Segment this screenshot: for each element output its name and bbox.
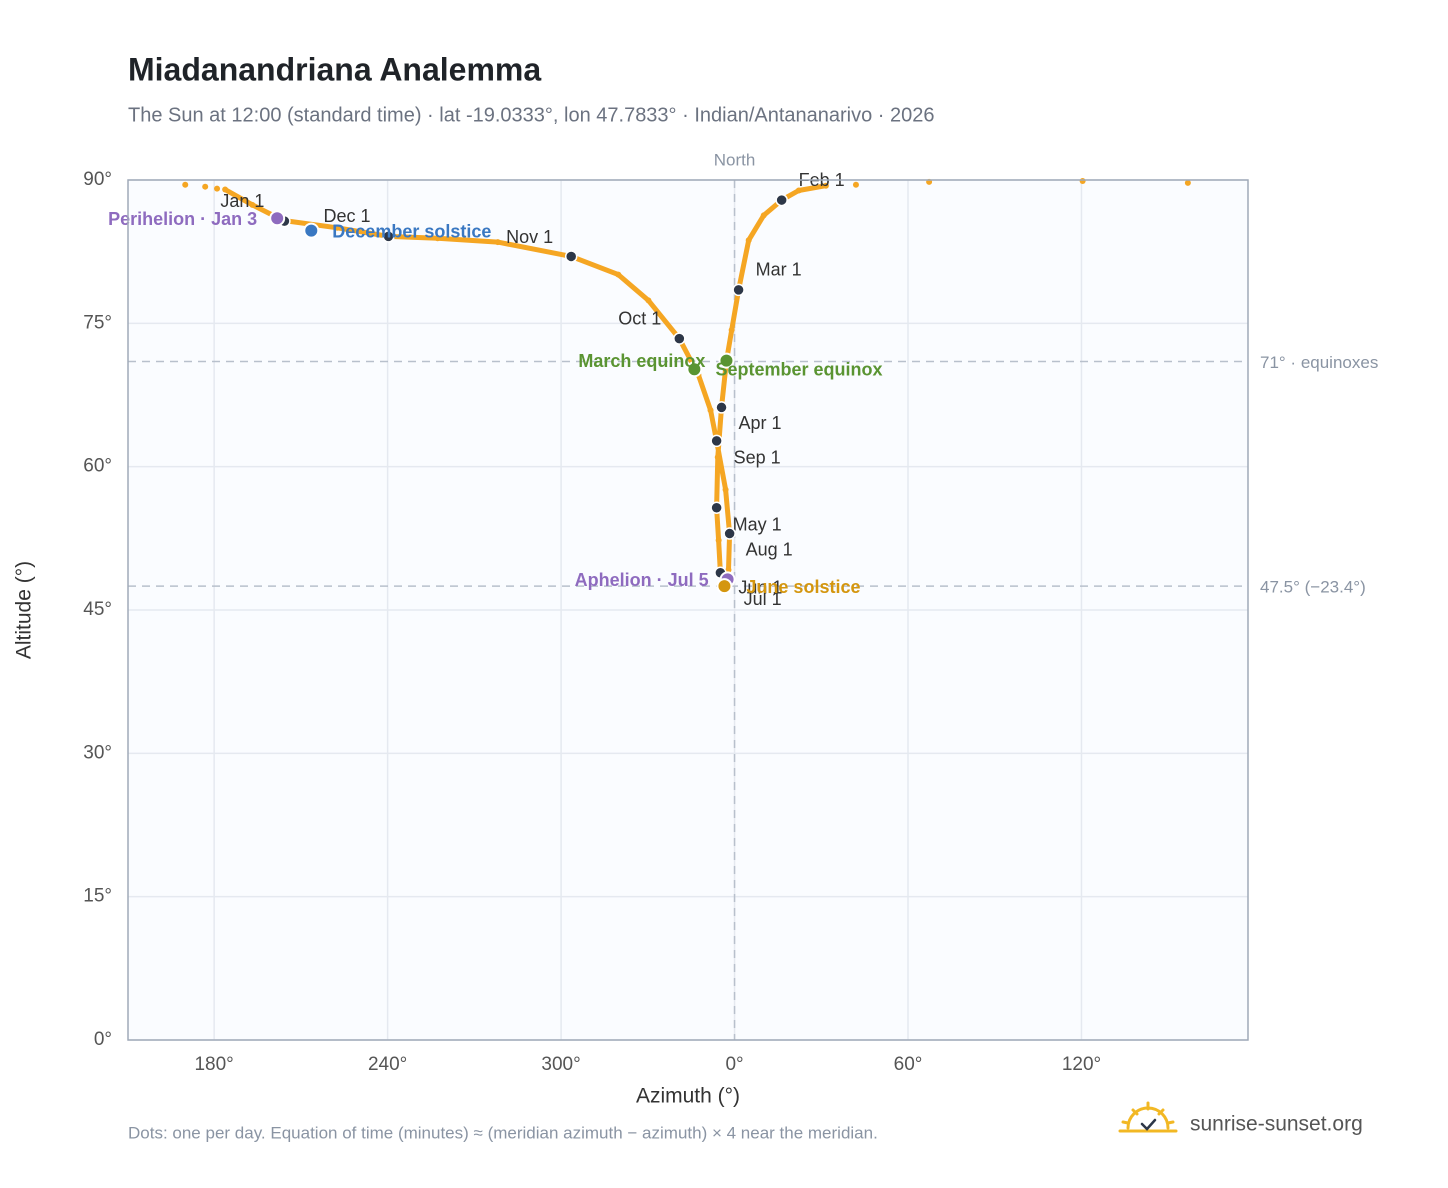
y-axis-label: Altitude (°) xyxy=(13,561,36,659)
day-dot xyxy=(222,186,229,193)
month-label: Apr 1 xyxy=(739,413,782,433)
day-dot xyxy=(728,327,735,334)
x-tick-label: 60° xyxy=(894,1054,923,1075)
month-label: Aug 1 xyxy=(746,539,793,559)
month-label: Dec 1 xyxy=(323,206,370,226)
month-label: Jan 1 xyxy=(220,191,264,211)
event-marker xyxy=(718,352,735,369)
day-dot xyxy=(1184,179,1191,186)
event-label: Aphelion · Jul 5 xyxy=(575,570,709,590)
event-marker xyxy=(716,578,733,595)
brand-logo xyxy=(1118,1101,1178,1133)
event-marker xyxy=(686,361,703,378)
day-dot xyxy=(852,181,859,188)
month-marker xyxy=(775,193,788,207)
reference-label: 47.5° (−23.4°) xyxy=(1260,578,1366,597)
x-axis-label: Azimuth (°) xyxy=(636,1085,740,1108)
chart-subtitle: The Sun at 12:00 (standard time) · lat -… xyxy=(128,104,935,126)
y-tick-label: 75° xyxy=(83,312,112,333)
day-dot xyxy=(214,185,221,192)
y-tick-label: 45° xyxy=(83,599,112,620)
x-tick-label: 240° xyxy=(368,1054,407,1075)
day-dot xyxy=(745,237,752,244)
event-label: Perihelion · Jan 3 xyxy=(108,209,257,229)
month-label: Sep 1 xyxy=(734,448,781,468)
day-dot xyxy=(795,187,802,194)
day-dot xyxy=(334,224,341,231)
event-marker xyxy=(303,222,320,239)
day-dot xyxy=(725,566,732,573)
reference-label: 71° · equinoxes xyxy=(1260,353,1378,372)
month-label: Oct 1 xyxy=(618,308,661,328)
day-dot xyxy=(722,486,729,493)
day-dot xyxy=(494,239,501,246)
day-dot xyxy=(249,201,256,208)
day-dot xyxy=(760,212,767,219)
meridian-label: North xyxy=(714,150,756,169)
month-marker xyxy=(382,230,395,243)
month-marker xyxy=(564,250,578,263)
day-dot xyxy=(822,182,829,189)
month-marker xyxy=(673,332,686,345)
brand: sunrise-sunset.org xyxy=(1190,1113,1363,1136)
y-tick-label: 90° xyxy=(83,169,112,190)
x-tick-label: 120° xyxy=(1062,1054,1101,1075)
day-dot xyxy=(707,407,714,414)
day-dot xyxy=(434,235,441,242)
y-tick-label: 0° xyxy=(94,1029,112,1050)
day-dot xyxy=(182,181,189,188)
event-label: June solstice xyxy=(746,577,860,597)
day-dot xyxy=(202,183,209,190)
month-marker xyxy=(723,527,736,540)
month-label: Mar 1 xyxy=(756,260,802,280)
day-dot xyxy=(715,537,722,544)
y-tick-label: 30° xyxy=(83,742,112,763)
month-label: May 1 xyxy=(733,515,782,535)
month-label: Jun 1 xyxy=(738,577,782,597)
x-tick-label: 180° xyxy=(194,1054,233,1075)
day-dot xyxy=(645,297,652,304)
plot-border xyxy=(127,179,1249,1041)
x-tick-label: 0° xyxy=(725,1054,743,1075)
month-marker xyxy=(715,401,728,414)
y-tick-label: 15° xyxy=(83,886,112,907)
event-label: March equinox xyxy=(578,351,705,371)
month-label: Nov 1 xyxy=(506,227,553,247)
day-dot xyxy=(714,454,721,461)
footnote: Dots: one per day. Equation of time (min… xyxy=(128,1123,878,1142)
month-marker xyxy=(732,283,745,297)
month-marker xyxy=(710,434,723,448)
day-dot xyxy=(1079,177,1086,184)
y-tick-label: 60° xyxy=(83,456,112,477)
chart-title: Miadanandriana Analemma xyxy=(128,51,541,87)
x-tick-label: 300° xyxy=(541,1054,580,1075)
month-marker xyxy=(710,501,723,515)
event-label: September equinox xyxy=(715,359,882,379)
day-dot xyxy=(615,271,622,278)
event-label: December solstice xyxy=(332,221,491,241)
month-label: Jul 1 xyxy=(744,589,782,609)
event-marker xyxy=(269,210,286,227)
